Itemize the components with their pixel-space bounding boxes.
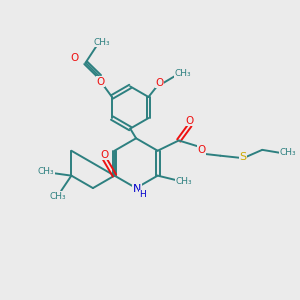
Text: O: O [97,77,105,87]
Text: CH₃: CH₃ [94,38,110,47]
Text: O: O [155,78,164,88]
Text: S: S [240,152,247,162]
Text: CH₃: CH₃ [49,192,66,201]
Text: H: H [139,190,146,199]
Text: O: O [197,146,206,155]
Text: N: N [133,184,141,194]
Text: CH₃: CH₃ [280,148,296,157]
Text: CH₃: CH₃ [38,167,55,176]
Text: O: O [186,116,194,126]
Text: CH₃: CH₃ [176,177,192,186]
Text: O: O [100,149,108,160]
Text: O: O [70,53,79,63]
Text: CH₃: CH₃ [174,69,191,78]
